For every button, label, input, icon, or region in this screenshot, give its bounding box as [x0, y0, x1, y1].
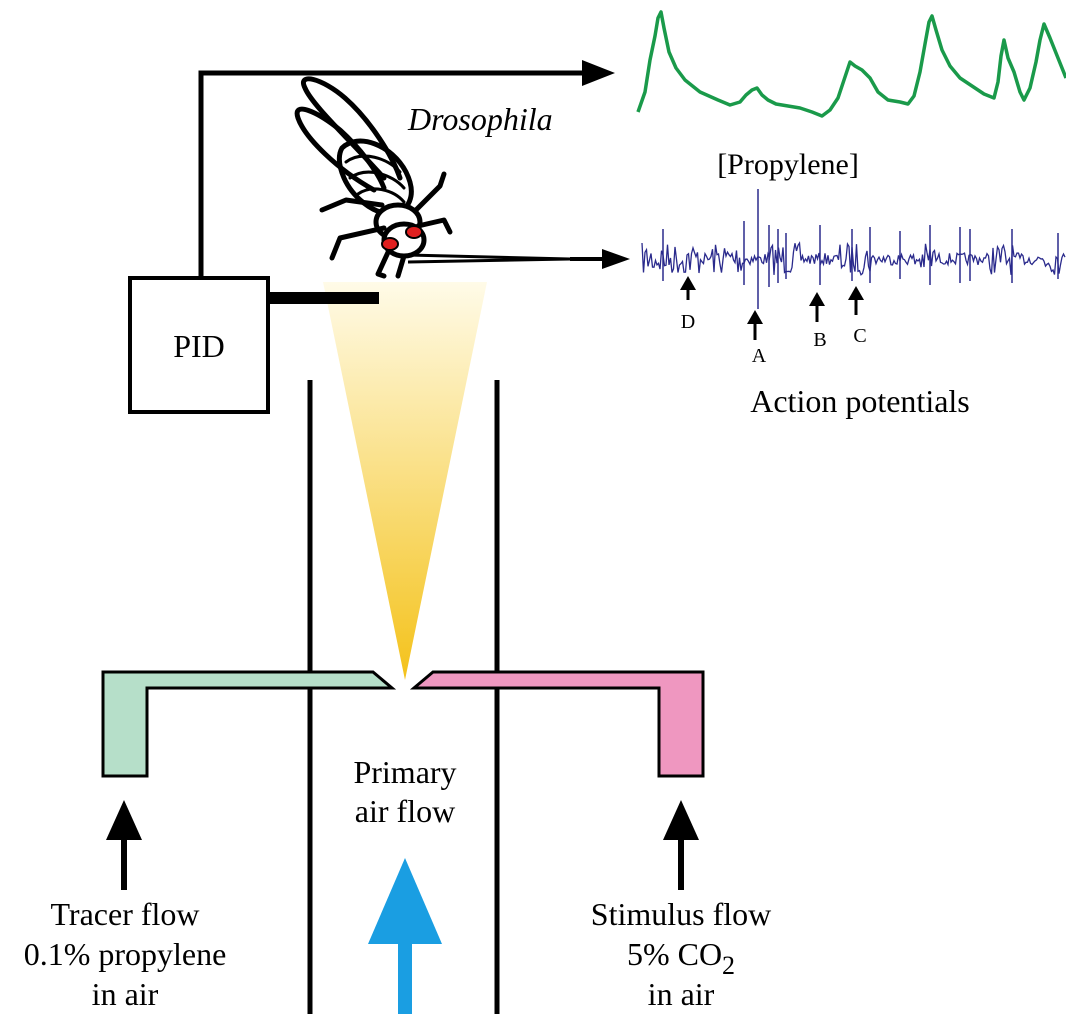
primary-air-flow-label-line2: air flow: [355, 793, 455, 829]
pid-label: PID: [173, 328, 225, 364]
pid-signal-arrowhead: [582, 60, 615, 86]
tracer-flow-label-line2: 0.1% propylene: [24, 936, 227, 972]
pid-box: [128, 276, 270, 414]
primary-air-flow-label-line1: Primary: [353, 754, 456, 790]
stimulus-co2-subscript: 2: [722, 951, 735, 980]
fly-eye-right: [405, 225, 423, 239]
propylene-trace: [636, 10, 1066, 118]
spike-label-c: C: [853, 325, 866, 347]
tracer-inlet: [101, 670, 397, 778]
fly-eye-left: [381, 237, 399, 251]
stimulus-co2-text: 5% CO: [627, 936, 722, 972]
tracer-flow-label-line1: Tracer flow: [51, 896, 200, 932]
spike-label-a: A: [752, 345, 767, 367]
odor-cone: [323, 282, 487, 680]
tracer-flow-arrowhead: [106, 800, 142, 840]
stimulus-flow-label-line1: Stimulus flow: [591, 896, 771, 932]
electrode-signal-arrowhead: [602, 249, 630, 269]
spike-marker-a: A: [747, 310, 767, 367]
spike-label-d: D: [681, 311, 695, 333]
stimulus-flow-arrowhead: [663, 800, 699, 840]
action-potentials-label: Action potentials: [750, 383, 970, 419]
stimulus-flow-label-line2: 5% CO2: [627, 936, 735, 980]
primary-air-arrowhead: [368, 858, 442, 944]
drosophila-label: Drosophila: [407, 101, 553, 137]
propylene-trace-label: [Propylene]: [717, 148, 859, 181]
spike-marker-d: D: [680, 276, 696, 333]
spike-marker-b: B: [809, 292, 827, 351]
drosophila-icon: [294, 76, 453, 279]
spike-label-b: B: [813, 329, 826, 351]
action-potential-noise: [641, 241, 1066, 276]
stimulus-flow-label-line3: in air: [648, 976, 715, 1012]
stimulus-inlet: [409, 670, 705, 778]
pid-signal-line: [198, 70, 590, 278]
recording-electrode: [407, 253, 571, 264]
spike-marker-c: C: [848, 286, 867, 347]
action-potential-trace: [641, 189, 1066, 309]
primary-air-arrow-shaft: [398, 930, 412, 1014]
pid-probe: [268, 292, 379, 304]
tracer-flow-label-line3: in air: [92, 976, 159, 1012]
